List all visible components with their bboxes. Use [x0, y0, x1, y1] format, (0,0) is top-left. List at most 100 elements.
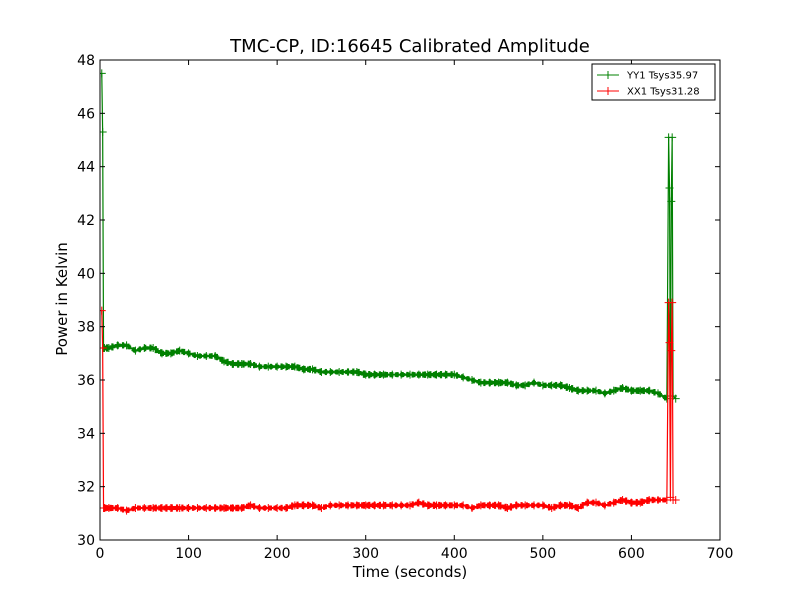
series-point-marker	[414, 498, 423, 507]
x-tick-label: 100	[175, 546, 202, 562]
series-point-marker	[556, 501, 565, 510]
series-point-marker	[326, 368, 335, 376]
series-point-marker	[282, 504, 290, 512]
series-point-marker	[158, 504, 166, 512]
series-point-marker	[158, 349, 166, 358]
clipped-series	[100, 69, 680, 515]
series-point-marker	[406, 370, 414, 379]
series-point-marker	[583, 386, 592, 395]
series-point-marker	[476, 378, 485, 387]
x-axis-label: Time (seconds)	[352, 563, 468, 581]
series-point-marker	[547, 381, 556, 390]
series-point-marker	[246, 501, 255, 510]
series-point-marker	[609, 386, 618, 395]
series-point-marker	[618, 496, 627, 504]
series-point-marker	[131, 346, 140, 355]
series-point-marker	[202, 352, 211, 360]
series-point-marker	[574, 504, 583, 512]
series-point-marker	[299, 501, 308, 510]
series-point-marker	[609, 498, 618, 507]
series-point-marker	[299, 365, 308, 374]
series-point-marker	[521, 501, 530, 510]
series-point-marker	[379, 501, 388, 510]
series-point-marker	[211, 504, 220, 512]
series-point-marker	[645, 386, 654, 395]
y-tick-label: 30	[77, 533, 95, 549]
series-point-marker	[237, 360, 246, 368]
series-point-marker	[361, 370, 370, 379]
series-point-marker	[264, 362, 273, 371]
x-tick-label: 700	[707, 546, 734, 562]
series-point-marker	[308, 365, 317, 374]
series-point-marker	[220, 357, 228, 366]
series-point-marker	[335, 501, 344, 510]
y-tick-label: 34	[77, 426, 95, 442]
x-tick-label: 500	[529, 546, 556, 562]
series-point-marker	[193, 504, 202, 512]
series-point-marker	[600, 389, 609, 398]
series-point-marker	[352, 368, 361, 376]
series-point-marker	[423, 501, 432, 510]
y-tick-label: 40	[77, 266, 95, 282]
series-point-marker	[193, 352, 202, 360]
series-point-marker	[100, 128, 107, 136]
series-point-marker	[388, 501, 397, 510]
series-point-marker	[485, 501, 494, 510]
series-point-marker	[592, 498, 600, 507]
series-point-marker	[441, 370, 450, 379]
series-point-marker	[665, 338, 674, 347]
axes-layer: 0 100 200 300 400 500 600 700 30 32 34 36 38 40 42 44 46…	[77, 53, 733, 562]
series-point-marker	[592, 386, 600, 395]
series-point-marker	[255, 362, 264, 371]
series-2	[100, 298, 680, 515]
x-tick-label: 300	[352, 546, 379, 562]
series-point-marker	[538, 381, 547, 390]
series-point-marker	[476, 501, 485, 510]
series-point-marker	[344, 368, 352, 376]
legend-label: XX1 Tsys31.28	[627, 87, 700, 98]
series-point-marker	[361, 501, 370, 510]
series-point-marker	[246, 360, 255, 368]
series-layer	[100, 69, 680, 515]
series-point-marker	[530, 378, 538, 387]
series-point-marker	[600, 501, 609, 510]
series-point-marker	[441, 501, 450, 510]
series-point-marker	[290, 362, 299, 371]
x-tick-label: 600	[618, 546, 645, 562]
series-point-marker	[494, 378, 503, 387]
series-point-marker	[547, 504, 556, 512]
series-point-marker	[273, 504, 282, 512]
legend-label: YY1 Tsys35.97	[626, 71, 698, 82]
series-point-marker	[667, 197, 676, 206]
series-point-marker	[335, 368, 344, 376]
series-point-marker	[290, 501, 299, 510]
series-point-marker	[104, 504, 113, 512]
series-point-marker	[485, 378, 494, 387]
series-point-marker	[344, 501, 352, 510]
series-point-marker	[282, 362, 290, 371]
series-point-marker	[220, 504, 228, 512]
series-point-marker	[450, 370, 459, 379]
series-point-marker	[512, 501, 521, 510]
series-point-marker	[370, 370, 379, 379]
series-point-marker	[459, 501, 468, 510]
series-point-marker	[668, 298, 677, 307]
series-point-marker	[556, 381, 565, 390]
series-point-marker	[665, 184, 674, 192]
series-point-marker	[574, 386, 583, 395]
series-point-marker	[468, 376, 476, 384]
series-point-marker	[202, 504, 211, 512]
series-point-marker	[565, 384, 574, 392]
series-point-marker	[140, 344, 149, 352]
y-tick-label: 44	[77, 160, 95, 176]
series-point-marker	[521, 381, 530, 390]
legend: YY1 Tsys35.97 XX1 Tsys31.28	[591, 63, 716, 101]
series-point-marker	[414, 370, 423, 379]
y-tick-label: 32	[77, 480, 95, 496]
series-point-marker	[627, 498, 636, 507]
series-point-marker	[317, 368, 326, 376]
series-point-marker	[352, 501, 361, 510]
series-point-marker	[654, 496, 662, 504]
y-tick-label: 48	[77, 53, 95, 69]
series-point-marker	[149, 504, 158, 512]
